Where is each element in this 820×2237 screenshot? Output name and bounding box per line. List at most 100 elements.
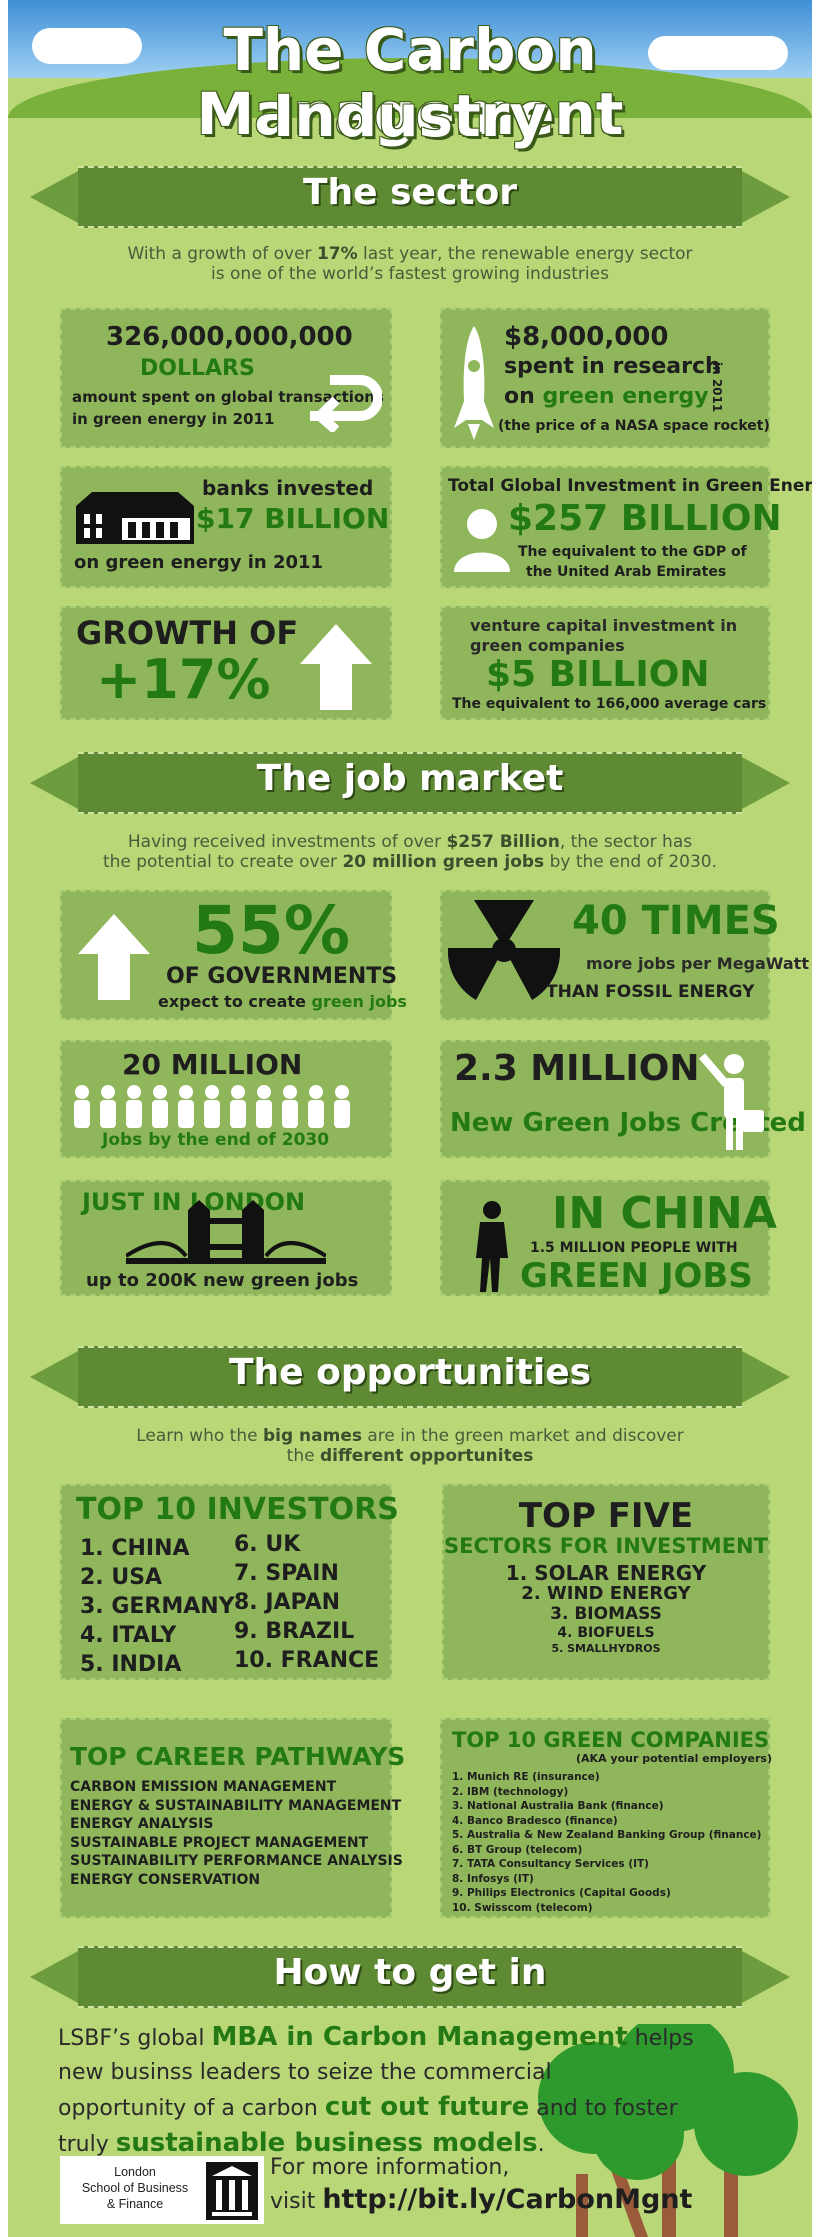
stat-box-governments: 55% OF GOVERNMENTS expect to create gree… (60, 890, 407, 1020)
stat-value: 55% (192, 892, 350, 969)
bank-building-icon (76, 492, 194, 544)
stat-label: on green energy in 2011 (74, 552, 324, 573)
investors-list-right: 6. UK 7. SPAIN 8. JAPAN 9. BRAZIL 10. FRANCE (234, 1530, 379, 1675)
companies-list: 1. Munich RE (insurance) 2. IBM (technolo… (452, 1770, 761, 1915)
stat-label: venture capital investment in (470, 616, 738, 635)
stat-value: 40 TIMES (572, 898, 780, 944)
columns-logo-icon (206, 2162, 258, 2220)
careers-list: CARBON EMISSION MANAGEMENT ENERGY & SUSTA… (70, 1778, 403, 1889)
lsbf-logo: London School of Business & Finance (60, 2156, 264, 2224)
list-item: 8. Infosys (IT) (452, 1872, 534, 1885)
list-item: 6. UK (234, 1532, 301, 1557)
stat-label: up to 200K new green jobs (86, 1270, 359, 1291)
more-info-label: For more information, (270, 2155, 510, 2180)
list-item: 10. Swisscom (telecom) (452, 1901, 593, 1914)
section-title: The opportunities (228, 1352, 592, 1393)
page-title-line1: The Carbon Management (196, 16, 624, 148)
list-item: 2. USA (80, 1565, 163, 1590)
section-banner-getin: How to get in (30, 1946, 790, 2008)
stat-value: 326,000,000,000 (106, 322, 353, 352)
list-item: 4. ITALY (80, 1623, 177, 1648)
stat-label: OF GOVERNMENTS (166, 964, 398, 989)
stat-label: GROWTH OF (76, 614, 299, 652)
section-title: How to get in (273, 1952, 547, 1993)
career-pathways-box: TOP CAREER PATHWAYS CARBON EMISSION MANA… (60, 1718, 405, 1918)
list-item: 5. Australia & New Zealand Banking Group… (452, 1829, 762, 1841)
radiation-icon (448, 900, 560, 1000)
person-icon (454, 509, 510, 572)
trees-illustration (538, 2024, 798, 2237)
stat-value: $257 BILLION (508, 498, 782, 539)
stat-box-china: IN CHINA 1.5 MILLION PEOPLE WITH GREEN J… (440, 1180, 777, 1296)
stat-box-total-investment: Total Global Investment in Green Energy … (440, 466, 812, 588)
stat-label: banks invested (202, 476, 374, 500)
sector-intro: With a growth of over 17% last year, the… (127, 244, 693, 284)
getin-text: LSBF’s global MBA in Carbon Management h… (58, 2022, 694, 2158)
section-banner-sector: The sector (30, 166, 790, 228)
list-item: 4. Banco Bradesco (finance) (452, 1814, 618, 1827)
stat-box-2-3-million: 2.3 MILLION New Green Jobs Created (440, 1040, 806, 1158)
list-item: 6. BT Group (telecom) (452, 1843, 583, 1856)
list-item: 10. FRANCE (234, 1648, 380, 1673)
list-item: 9. BRAZIL (234, 1619, 355, 1644)
page-title-line2: Industry (272, 82, 548, 150)
return-arrow-icon (310, 375, 382, 432)
more-info: For more information, visit http://bit.l… (270, 2152, 692, 2218)
stat-box-transactions: 326,000,000,000 DOLLARS amount spent on … (60, 308, 392, 448)
box-title: TOP 10 INVESTORS (76, 1492, 399, 1527)
section-title: The job market (256, 758, 564, 799)
list-item: SUSTAINABLE PROJECT MANAGEMENT (70, 1834, 369, 1851)
list-item: 7. TATA Consultancy Services (IT) (452, 1858, 649, 1870)
tower-bridge-icon (126, 1200, 326, 1264)
investors-list-left: 1. CHINA 2. USA 3. GERMANY 4. ITALY 5. INDIA (80, 1534, 235, 1679)
box-subtitle: (AKA your potential employers) (576, 1752, 773, 1765)
up-arrow-icon (300, 624, 372, 710)
list-item: 5. INDIA (80, 1652, 182, 1677)
list-item: ENERGY CONSERVATION (70, 1871, 261, 1888)
section-banner-jobs: The job market (30, 752, 790, 814)
list-item: 8. JAPAN (234, 1590, 341, 1615)
list-item: 4. BIOFUELS (557, 1625, 655, 1641)
box-title: TOP 10 GREEN COMPANIES (452, 1728, 770, 1752)
stat-box-london: JUST IN LONDON up to 200K new green jobs (60, 1180, 392, 1296)
list-item: 3. BIOMASS (550, 1604, 662, 1624)
stat-value: +17% (96, 648, 271, 711)
opportunities-intro: Learn who the big names are in the green… (136, 1426, 684, 1466)
stat-label: 1.5 MILLION PEOPLE WITH (530, 1240, 738, 1256)
stat-label: more jobs per MegaWatt (586, 954, 809, 973)
stat-label: spent in research (504, 354, 721, 379)
stat-label: the United Arab Emirates (526, 564, 727, 580)
stat-label: GREEN JOBS (520, 1256, 753, 1296)
stat-box-20-million: 20 MILLION Jobs by the end of 2030 (60, 1040, 392, 1158)
stat-box-research: $8,000,000 spent in research on green en… (440, 308, 770, 448)
list-item: 1. Munich RE (insurance) (452, 1771, 600, 1783)
stat-label: The equivalent to the GDP of (518, 544, 747, 560)
stat-value: 20 MILLION (122, 1048, 303, 1081)
carbon-mgnt-link[interactable]: http://bit.ly/CarbonMgnt (322, 2184, 693, 2215)
box-title: TOP CAREER PATHWAYS (70, 1742, 406, 1771)
stat-value: $5 BILLION (486, 654, 710, 695)
stat-box-banks: banks invested $17 BILLION on green ener… (60, 466, 392, 588)
sectors-list: 1. SOLAR ENERGY 2. WIND ENERGY 3. BIOMASS 4… (444, 1562, 768, 1656)
section-title: The sector (302, 172, 517, 213)
section-banner-opportunities: The opportunities (30, 1346, 790, 1408)
list-item: 5. SMALLHYDROS (551, 1642, 661, 1655)
list-item: ENERGY & SUSTAINABILITY MANAGEMENT (70, 1797, 402, 1814)
logo-text: London School of Business & Finance (81, 2165, 189, 2211)
stat-box-venture: venture capital investment in green comp… (440, 606, 770, 720)
stat-label: in green energy in 2011 (72, 410, 275, 428)
stat-label: on green energy (504, 384, 709, 409)
stat-unit: DOLLARS (140, 356, 255, 381)
list-item: 7. SPAIN (234, 1561, 339, 1586)
stat-note: (the price of a NASA space rocket) (498, 418, 770, 434)
stat-label: Jobs by the end of 2030 (102, 1130, 330, 1150)
rocket-icon (454, 326, 494, 440)
green-companies-box: TOP 10 GREEN COMPANIES (AKA your potenti… (440, 1718, 773, 1918)
list-item: 2. WIND ENERGY (521, 1583, 691, 1604)
list-item: 3. National Australia Bank (finance) (452, 1800, 664, 1812)
top-sectors-box: TOP FIVE SECTORS FOR INVESTMENT 1. SOLAR… (442, 1484, 770, 1680)
list-item: 3. GERMANY (80, 1594, 235, 1619)
stat-value: IN CHINA (552, 1188, 777, 1239)
cloud-icon (32, 28, 142, 64)
stat-box-growth: GROWTH OF +17% (60, 606, 392, 720)
